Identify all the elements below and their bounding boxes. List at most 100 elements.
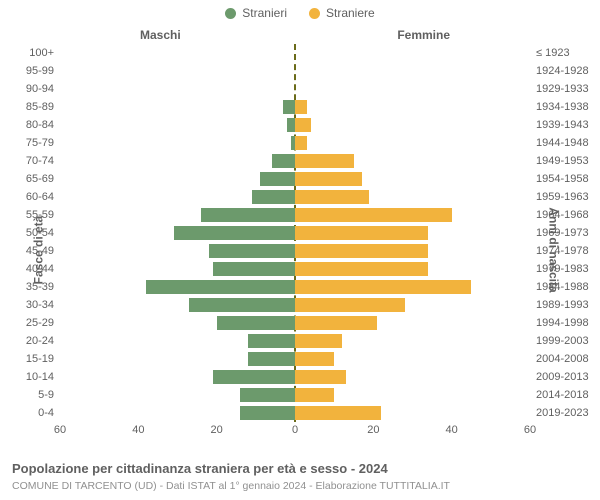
bar-male (213, 262, 295, 276)
bar-male (146, 280, 295, 294)
birth-year-label: 1929-1933 (536, 83, 589, 95)
bar-male (272, 154, 296, 168)
birth-year-label: 1959-1963 (536, 191, 589, 203)
birth-year-label: 1999-2003 (536, 335, 589, 347)
pyramid-row: 10-142009-2013 (60, 368, 530, 386)
pyramid-row: 60-641959-1963 (60, 188, 530, 206)
bar-female (295, 118, 311, 132)
birth-year-label: 2019-2023 (536, 407, 589, 419)
pyramid-row: 25-291994-1998 (60, 314, 530, 332)
x-tick: 20 (367, 424, 379, 436)
age-label: 95-99 (26, 65, 54, 77)
x-tick: 40 (132, 424, 144, 436)
pyramid-row: 70-741949-1953 (60, 152, 530, 170)
age-label: 70-74 (26, 155, 54, 167)
pyramid-row: 100+≤ 1923 (60, 44, 530, 62)
pyramid-row: 0-42019-2023 (60, 404, 530, 422)
pyramid-row: 45-491974-1978 (60, 242, 530, 260)
pyramid-row: 95-991924-1928 (60, 62, 530, 80)
bar-female (295, 316, 377, 330)
birth-year-label: 2009-2013 (536, 371, 589, 383)
age-label: 20-24 (26, 335, 54, 347)
bar-female (295, 244, 428, 258)
age-label: 15-19 (26, 353, 54, 365)
x-axis: 6040200204060 (60, 424, 530, 442)
pyramid-row: 35-391984-1988 (60, 278, 530, 296)
bar-female (295, 172, 362, 186)
birth-year-label: 1989-1993 (536, 299, 589, 311)
bar-female (295, 136, 307, 150)
birth-year-label: 1984-1988 (536, 281, 589, 293)
birth-year-label: 1979-1983 (536, 263, 589, 275)
age-label: 65-69 (26, 173, 54, 185)
bar-female (295, 298, 405, 312)
pyramid-row: 40-441979-1983 (60, 260, 530, 278)
pyramid-row: 90-941929-1933 (60, 80, 530, 98)
x-tick: 60 (54, 424, 66, 436)
bar-female (295, 280, 471, 294)
plot-area: 100+≤ 192395-991924-192890-941929-193385… (60, 44, 530, 422)
bar-female (295, 100, 307, 114)
birth-year-label: 1969-1973 (536, 227, 589, 239)
birth-year-label: 2004-2008 (536, 353, 589, 365)
birth-year-label: 1934-1938 (536, 101, 589, 113)
bar-male (240, 406, 295, 420)
bar-female (295, 154, 354, 168)
bar-female (295, 370, 346, 384)
column-header-female: Femmine (397, 28, 450, 42)
bar-female (295, 406, 381, 420)
pyramid-row: 75-791944-1948 (60, 134, 530, 152)
chart-subtitle: COMUNE DI TARCENTO (UD) - Dati ISTAT al … (12, 480, 450, 492)
birth-year-label: 1994-1998 (536, 317, 589, 329)
bar-male (201, 208, 295, 222)
legend-item-male: Stranieri (225, 6, 287, 20)
pyramid-row: 65-691954-1958 (60, 170, 530, 188)
birth-year-label: 1974-1978 (536, 245, 589, 257)
column-header-male: Maschi (140, 28, 181, 42)
bar-male (252, 190, 295, 204)
bar-male (283, 100, 295, 114)
bar-male (189, 298, 295, 312)
birth-year-label: ≤ 1923 (536, 47, 570, 59)
birth-year-label: 1944-1948 (536, 137, 589, 149)
age-label: 25-29 (26, 317, 54, 329)
legend-swatch-female (309, 8, 320, 19)
pyramid-row: 80-841939-1943 (60, 116, 530, 134)
birth-year-label: 1949-1953 (536, 155, 589, 167)
bar-female (295, 334, 342, 348)
legend-label-female: Straniere (326, 6, 375, 20)
age-label: 60-64 (26, 191, 54, 203)
age-label: 90-94 (26, 83, 54, 95)
pyramid-row: 50-541969-1973 (60, 224, 530, 242)
x-tick: 20 (211, 424, 223, 436)
legend: Stranieri Straniere (0, 6, 600, 20)
birth-year-label: 1924-1928 (536, 65, 589, 77)
pyramid-row: 85-891934-1938 (60, 98, 530, 116)
age-label: 10-14 (26, 371, 54, 383)
age-label: 30-34 (26, 299, 54, 311)
bar-male (217, 316, 295, 330)
pyramid-row: 5-92014-2018 (60, 386, 530, 404)
bar-male (248, 352, 295, 366)
legend-label-male: Stranieri (242, 6, 287, 20)
bar-female (295, 226, 428, 240)
age-label: 85-89 (26, 101, 54, 113)
age-label: 100+ (29, 47, 54, 59)
bar-female (295, 388, 334, 402)
bar-female (295, 190, 369, 204)
age-label: 35-39 (26, 281, 54, 293)
x-tick: 40 (446, 424, 458, 436)
bar-male (174, 226, 295, 240)
bar-male (248, 334, 295, 348)
age-label: 80-84 (26, 119, 54, 131)
bar-male (213, 370, 295, 384)
age-label: 0-4 (38, 407, 54, 419)
age-label: 45-49 (26, 245, 54, 257)
x-tick: 60 (524, 424, 536, 436)
chart-title: Popolazione per cittadinanza straniera p… (12, 461, 388, 476)
bar-female (295, 208, 452, 222)
bar-male (209, 244, 295, 258)
pyramid-row: 20-241999-2003 (60, 332, 530, 350)
bar-male (240, 388, 295, 402)
age-label: 50-54 (26, 227, 54, 239)
